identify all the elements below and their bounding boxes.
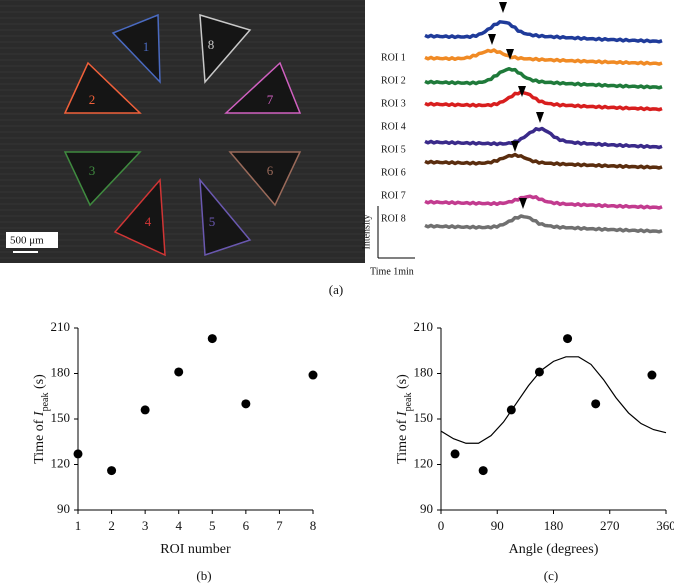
- y-axis-title-part: (s): [32, 374, 47, 393]
- y-tick-label: 150: [414, 410, 434, 425]
- data-point: [107, 466, 117, 476]
- data-point: [450, 449, 460, 459]
- trace: [424, 126, 663, 150]
- trace: [424, 20, 663, 44]
- data-point: [506, 405, 516, 415]
- scale-bar-label: 500 μm: [10, 235, 44, 247]
- roi-triangle: [224, 61, 302, 114]
- x-tick-label: 5: [209, 518, 216, 533]
- x-tick-label: 8: [310, 518, 317, 533]
- roi-label: ROI 4: [381, 121, 406, 132]
- peak-arrow: [506, 49, 514, 60]
- trace: [424, 152, 663, 170]
- y-axis-title-part: peak: [40, 393, 51, 412]
- fit-curve: [440, 356, 667, 444]
- y-tick-label: 90: [420, 501, 433, 516]
- x-tick-label: 2: [108, 518, 115, 533]
- roi-triangle: [113, 178, 166, 257]
- roi-label: ROI 8: [381, 213, 406, 224]
- time-label: Time 1min: [370, 266, 414, 277]
- y-axis-title-part: peak: [403, 393, 414, 412]
- peak-arrow: [499, 2, 507, 13]
- roi-triangle: [63, 61, 142, 114]
- data-point: [478, 466, 488, 476]
- x-tick-label: 0: [438, 518, 445, 533]
- roi-triangle: [63, 151, 142, 207]
- data-point: [308, 370, 318, 380]
- data-point: [207, 334, 217, 344]
- roi-label: ROI 6: [381, 167, 406, 178]
- peak-arrow: [519, 198, 527, 209]
- y-tick-label: 210: [414, 319, 434, 334]
- roi-triangle: [199, 13, 252, 84]
- roi-number: 2: [89, 92, 96, 107]
- trace: [424, 66, 663, 90]
- data-point: [591, 399, 601, 409]
- intensity-label: Intensity: [361, 215, 372, 250]
- x-axis-title: Angle (degrees): [509, 542, 599, 557]
- data-point: [174, 367, 184, 377]
- panel-label: (b): [196, 568, 211, 583]
- trace: [424, 90, 663, 112]
- roi-triangle: [111, 13, 161, 84]
- y-axis-title-part: Time of: [395, 416, 410, 464]
- roi-number: 6: [267, 163, 274, 178]
- x-axis-title: ROI number: [160, 542, 231, 557]
- y-axis-title-part: I: [395, 410, 410, 417]
- y-tick-label: 180: [51, 364, 71, 379]
- y-tick-label: 150: [51, 410, 71, 425]
- data-point: [241, 399, 251, 409]
- roi-label: ROI 3: [381, 98, 406, 109]
- y-tick-label: 210: [51, 319, 71, 334]
- roi-number: 4: [145, 214, 152, 229]
- y-tick-label: 180: [414, 364, 434, 379]
- y-axis-title: Time of Ipeak (s): [32, 374, 51, 464]
- peak-arrow: [488, 34, 496, 45]
- roi-number: 3: [89, 163, 96, 178]
- roi-triangle: [228, 151, 302, 207]
- data-point: [563, 334, 573, 344]
- data-point: [140, 405, 150, 415]
- x-tick-label: 90: [491, 518, 504, 533]
- x-tick-label: 7: [276, 518, 283, 533]
- y-tick-label: 120: [414, 455, 434, 470]
- peak-arrow: [511, 141, 519, 152]
- data-point: [73, 449, 83, 459]
- y-axis-title-part: (s): [395, 374, 410, 393]
- x-tick-label: 360: [656, 518, 674, 533]
- roi-label: ROI 7: [381, 190, 406, 201]
- trace: [424, 48, 663, 66]
- data-point: [534, 367, 544, 377]
- roi-number: 8: [208, 37, 215, 52]
- roi-number: 5: [209, 214, 216, 229]
- y-axis-title: Time of Ipeak (s): [395, 374, 414, 464]
- panel-label: (a): [329, 282, 343, 297]
- x-tick-label: 270: [600, 518, 620, 533]
- peak-arrow: [518, 86, 526, 97]
- trace: [424, 214, 663, 234]
- y-tick-label: 120: [51, 455, 71, 470]
- x-tick-label: 6: [243, 518, 250, 533]
- traces: ROI 1 ROI 2 ROI 3 ROI 4 ROI 5 ROI 6 ROI 7 ROI 8: [381, 2, 663, 234]
- y-axis-title-part: I: [32, 410, 47, 417]
- x-tick-label: 4: [175, 518, 182, 533]
- x-tick-label: 3: [142, 518, 149, 533]
- roi-label: ROI 2: [381, 75, 406, 86]
- roi-label: ROI 1: [381, 52, 406, 63]
- peak-arrow: [536, 112, 544, 123]
- x-tick-label: 1: [75, 518, 82, 533]
- roi-number: 1: [143, 39, 150, 54]
- y-tick-label: 90: [57, 501, 70, 516]
- roi-label: ROI 5: [381, 144, 406, 155]
- scale-bar-bg: [6, 232, 58, 248]
- x-tick-label: 180: [544, 518, 564, 533]
- y-axis-title-part: Time of: [32, 416, 47, 464]
- roi-number: 7: [267, 92, 274, 107]
- micrograph-overlay: 1 2 3 4 5 6 7 8: [0, 0, 365, 259]
- roi-triangle: [199, 177, 252, 257]
- data-point: [647, 370, 657, 380]
- trace: [424, 194, 663, 210]
- panel-label: (c): [544, 568, 558, 583]
